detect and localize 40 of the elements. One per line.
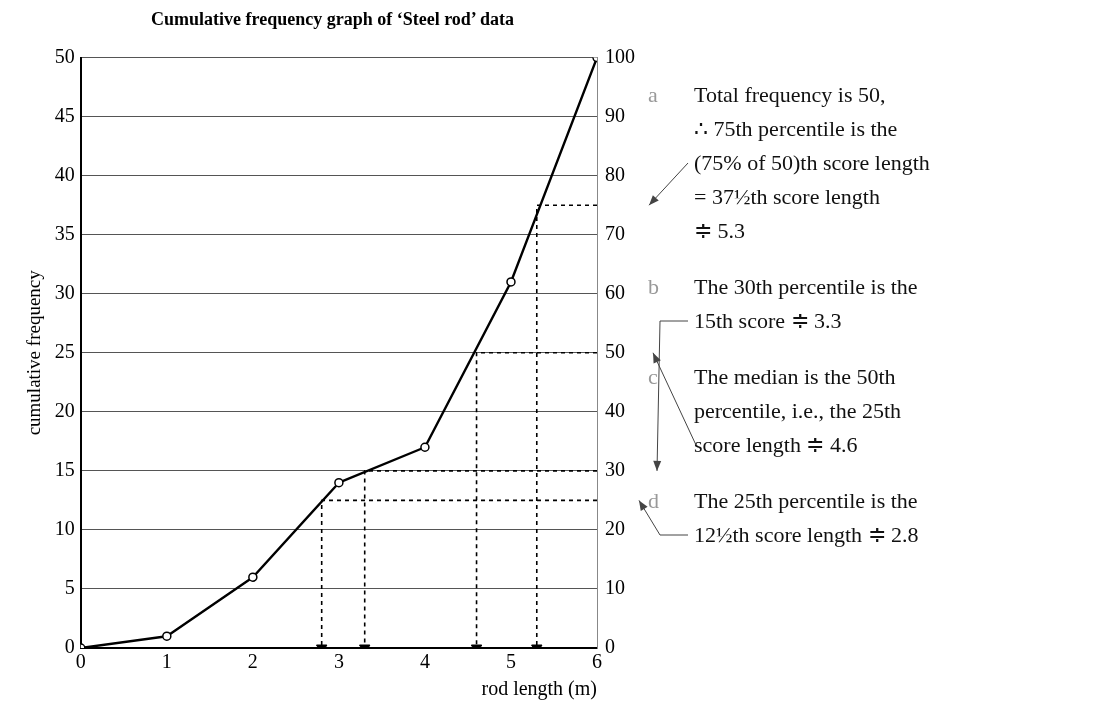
y-tick-label: 35 xyxy=(54,221,75,244)
point xyxy=(420,442,430,453)
chart-title: Cumulative frequency graph of ‘Steel rod’ data xyxy=(151,9,514,30)
text: b The 30th percentile is the 15th score ≑ 3.3 xyxy=(648,274,918,333)
y-tick-label: 45 xyxy=(54,103,75,126)
y2-tick-label: 20 xyxy=(605,517,625,540)
x-tick-label: 4 xyxy=(419,650,430,673)
y2-tick-label: 60 xyxy=(605,281,625,304)
y2-tick-label: 90 xyxy=(605,103,625,126)
y2-tick-label: 0 xyxy=(605,635,615,658)
y-tick-label: 30 xyxy=(54,281,75,304)
x-axis-title: rod length (m) xyxy=(481,677,597,701)
y2-tick-label: 10 xyxy=(605,576,625,599)
x-tick-label: 1 xyxy=(161,650,172,673)
y-tick-label: 40 xyxy=(54,162,75,185)
x-tick-label: 3 xyxy=(333,650,344,673)
y2-tick-label: 100 xyxy=(605,44,635,67)
y2-tick-label: 50 xyxy=(605,340,625,363)
x-tick-label: 6 xyxy=(592,650,602,673)
y-tick-label: 20 xyxy=(54,399,75,422)
y-tick-label: 0 xyxy=(64,635,75,658)
x-tick-label: 5 xyxy=(505,650,516,673)
x-tick-label: 2 xyxy=(247,650,258,673)
y2-tick-label: 30 xyxy=(605,458,625,481)
point xyxy=(334,477,344,488)
point xyxy=(248,572,258,582)
y-tick-label: 25 xyxy=(54,340,75,363)
y2-tick-label: 70 xyxy=(605,221,625,244)
y2-tick-label: 40 xyxy=(605,399,625,422)
point xyxy=(506,277,516,287)
text: c The median is the 50th percentile, i.e., the 25th score length ≑ 4.6 xyxy=(648,364,902,457)
y-tick-label: 15 xyxy=(54,458,75,481)
y2-tick-label: 80 xyxy=(605,162,625,185)
y-tick-label: 50 xyxy=(54,44,75,67)
y-axis-title: cumulative frequency xyxy=(23,269,45,436)
point xyxy=(162,631,172,641)
y-tick-label: 10 xyxy=(54,517,75,540)
text: a Total frequency is 50, ∴ 75th percentile is the (75% of 50)th score length = 37½th score length ≑ 5.3 xyxy=(648,82,930,243)
text: d The 25th percentile is the 12½th score length ≑ 2.8 xyxy=(648,488,919,547)
y-tick-label: 5 xyxy=(64,576,75,599)
